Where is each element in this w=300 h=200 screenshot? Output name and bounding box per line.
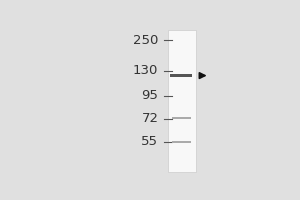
Bar xyxy=(168,30,196,172)
Bar xyxy=(170,74,193,77)
Bar xyxy=(172,117,191,119)
Bar xyxy=(172,141,191,143)
Text: 130: 130 xyxy=(133,64,158,77)
Text: 72: 72 xyxy=(141,112,158,125)
Text: 55: 55 xyxy=(141,135,158,148)
Text: 250: 250 xyxy=(133,34,158,47)
Text: 95: 95 xyxy=(142,89,158,102)
